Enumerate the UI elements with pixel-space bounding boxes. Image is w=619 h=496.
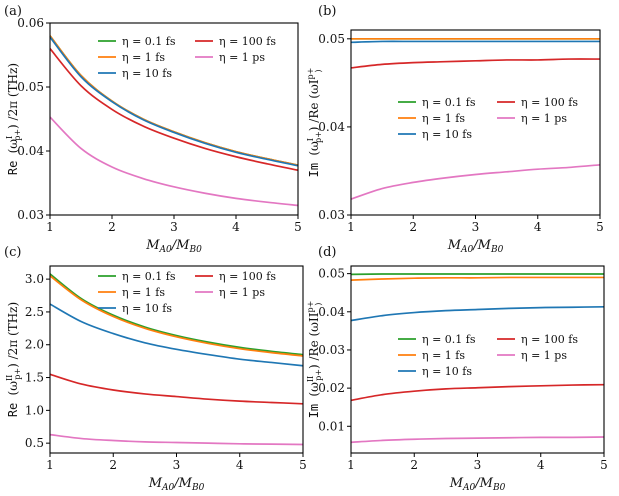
series-line	[350, 305, 605, 322]
x-tick-label: 3	[472, 220, 480, 234]
y-tick-label: 0.06	[17, 16, 44, 30]
y-tick-label: 0.5	[25, 436, 44, 450]
y-tick-label: 2.0	[25, 338, 44, 352]
y-tick-label: 0.02	[318, 381, 345, 395]
legend-label: η = 1 fs	[122, 286, 165, 299]
legend-label: η = 100 fs	[219, 35, 276, 48]
legend-label: η = 1 ps	[521, 349, 567, 362]
x-tick-label: 5	[294, 220, 302, 234]
x-tick-label: 2	[410, 458, 418, 472]
x-axis-label: MA0/MB0	[148, 476, 205, 493]
legend: η = 0.1 fs η = 1 fs η = 10 fs η = 100 fs η =…	[98, 270, 276, 315]
x-tick-label: 2	[409, 220, 417, 234]
x-tick-label: 3	[474, 458, 482, 472]
legend-label: η = 10 fs	[422, 128, 472, 141]
panel-b: (b) 1 2 3 4 5 0.03 0.04 0.05 MA0/MB0 Im (ωIp+) /Re…	[306, 4, 604, 255]
legend-label: η = 10 fs	[122, 67, 172, 80]
x-tick-label: 1	[347, 220, 355, 234]
y-tick-label: 1.0	[25, 403, 44, 417]
series-line	[49, 373, 304, 405]
legend-label: η = 100 fs	[521, 333, 578, 346]
series-line	[350, 436, 605, 444]
panel-a: (a) 1 2 3 4 5 0.03 0.04 0.05 0.06 MA0/MB0 Re (ωIp+)…	[4, 4, 302, 255]
series-line	[350, 40, 600, 44]
x-tick-label: 1	[46, 458, 54, 472]
x-tick-label: 4	[232, 220, 240, 234]
x-tick-label: 5	[299, 458, 307, 472]
y-tick-label: 3.0	[25, 272, 44, 286]
panel-c: (c) 1 2 3 4 5 0.5 1.0 1.5 2.0 2.5 3.0 MA0/MB0 Re (ωII…	[4, 245, 307, 493]
series-line	[49, 36, 299, 167]
x-tick-label: 2	[108, 220, 116, 234]
panel-label: (b)	[318, 4, 336, 19]
legend-label: η = 0.1 fs	[122, 270, 176, 283]
legend-label: η = 0.1 fs	[422, 96, 476, 109]
x-tick-label: 3	[173, 458, 181, 472]
y-axis-label: Re (ωIp+) /2π (THz)	[5, 63, 22, 175]
series-line	[49, 48, 299, 172]
y-tick-label: 0.01	[318, 419, 345, 433]
y-tick-label: 1.5	[25, 371, 44, 385]
series-line	[350, 383, 605, 402]
x-tick-label: 4	[236, 458, 244, 472]
series-line	[49, 303, 304, 367]
y-tick-label: 2.5	[25, 305, 44, 319]
series-line	[350, 276, 604, 281]
y-axis-label: Im (ωIp+) /Re (ωIp+)	[306, 68, 323, 178]
series-line	[49, 273, 304, 356]
y-tick-label: 0.05	[17, 80, 44, 94]
axes-frame	[49, 265, 304, 454]
legend-label: η = 100 fs	[219, 270, 276, 283]
series-line	[350, 58, 601, 69]
series-line	[49, 116, 299, 207]
panel-label: (c)	[4, 245, 21, 260]
series-line	[350, 163, 601, 200]
legend-label: η = 100 fs	[521, 96, 578, 109]
x-axis-label: MA0/MB0	[145, 238, 202, 255]
x-axis-label: MA0/MB0	[449, 476, 506, 493]
panel-d: (d) 1 2 3 4 5 0.01 0.02 0.03 0.04 0.05 MA0/MB0 Im (ω…	[306, 245, 608, 493]
y-tick-label: 0.03	[318, 343, 345, 357]
x-tick-label: 4	[534, 220, 542, 234]
x-tick-label: 2	[109, 458, 117, 472]
x-tick-label: 4	[537, 458, 545, 472]
legend-label: η = 10 fs	[422, 365, 472, 378]
y-tick-label: 0.05	[318, 32, 345, 46]
legend-label: η = 10 fs	[122, 302, 172, 315]
series-line	[49, 275, 304, 357]
x-axis-label: MA0/MB0	[447, 238, 504, 255]
y-tick-label: 0.04	[318, 120, 345, 134]
legend-label: η = 1 fs	[422, 112, 465, 125]
legend: η = 0.1 fs η = 1 fs η = 10 fs η = 100 fs η =…	[98, 35, 276, 80]
legend-label: η = 1 ps	[521, 112, 567, 125]
y-tick-label: 0.03	[17, 208, 44, 222]
panel-label: (d)	[318, 245, 336, 260]
x-tick-label: 1	[46, 220, 54, 234]
legend: η = 0.1 fs η = 1 fs η = 10 fs η = 100 fs η =…	[398, 96, 578, 141]
x-tick-label: 5	[596, 220, 604, 234]
y-axis-label: Re (ωIIp+) /2π (THz)	[5, 302, 22, 417]
y-tick-label: 0.05	[318, 267, 345, 281]
legend-label: η = 1 ps	[219, 51, 265, 64]
legend: η = 0.1 fs η = 1 fs η = 10 fs η = 100 fs η =…	[398, 333, 578, 378]
y-tick-label: 0.03	[318, 208, 345, 222]
legend-label: η = 0.1 fs	[122, 35, 176, 48]
legend-label: η = 1 fs	[422, 349, 465, 362]
y-axis-label: Im (ωIIp+) /Re (ωIIp+)	[306, 301, 323, 419]
y-tick-label: 0.04	[17, 144, 44, 158]
y-tick-label: 0.04	[318, 305, 345, 319]
legend-label: η = 1 fs	[122, 51, 165, 64]
panel-label: (a)	[4, 4, 22, 19]
series-line	[49, 433, 304, 446]
x-tick-label: 1	[347, 458, 355, 472]
x-tick-label: 5	[600, 458, 608, 472]
x-tick-label: 3	[170, 220, 178, 234]
legend-label: η = 0.1 fs	[422, 333, 476, 346]
legend-label: η = 1 ps	[219, 286, 265, 299]
